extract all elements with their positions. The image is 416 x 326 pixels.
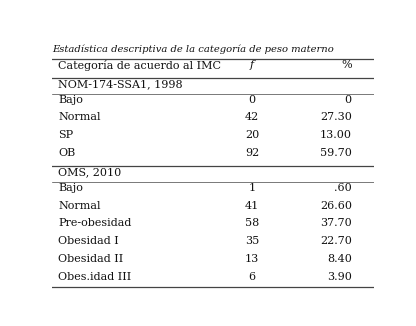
Text: SP: SP: [58, 130, 74, 140]
Text: 26.60: 26.60: [320, 200, 352, 211]
Text: Bajo: Bajo: [58, 183, 83, 193]
Text: 1: 1: [248, 183, 255, 193]
Text: OB: OB: [58, 148, 76, 158]
Text: 0: 0: [248, 95, 255, 105]
Text: Normal: Normal: [58, 112, 101, 123]
Text: 6: 6: [248, 272, 255, 282]
Text: Pre-obesidad: Pre-obesidad: [58, 218, 132, 229]
Text: 20: 20: [245, 130, 259, 140]
Text: 42: 42: [245, 112, 259, 123]
Text: Estadística descriptiva de la categoría de peso materno: Estadística descriptiva de la categoría …: [52, 44, 334, 54]
Text: 58: 58: [245, 218, 259, 229]
Text: Obesidad I: Obesidad I: [58, 236, 119, 246]
Text: 92: 92: [245, 148, 259, 158]
Text: NOM-174-SSA1, 1998: NOM-174-SSA1, 1998: [58, 79, 183, 89]
Text: Obesidad II: Obesidad II: [58, 254, 124, 264]
Text: OMS, 2010: OMS, 2010: [58, 167, 122, 177]
Text: 35: 35: [245, 236, 259, 246]
Text: Bajo: Bajo: [58, 95, 83, 105]
Text: 13.00: 13.00: [320, 130, 352, 140]
Text: Categoría de acuerdo al IMC: Categoría de acuerdo al IMC: [58, 60, 221, 71]
Text: 59.70: 59.70: [320, 148, 352, 158]
Text: 3.90: 3.90: [327, 272, 352, 282]
Text: 27.30: 27.30: [320, 112, 352, 123]
Text: 41: 41: [245, 200, 259, 211]
Text: 13: 13: [245, 254, 259, 264]
Text: .60: .60: [334, 183, 352, 193]
Text: 8.40: 8.40: [327, 254, 352, 264]
Text: Obes.idad III: Obes.idad III: [58, 272, 132, 282]
Text: 22.70: 22.70: [320, 236, 352, 246]
Text: Normal: Normal: [58, 200, 101, 211]
Text: 0: 0: [345, 95, 352, 105]
Text: f: f: [250, 60, 254, 70]
Text: %: %: [341, 60, 352, 70]
Text: 37.70: 37.70: [320, 218, 352, 229]
